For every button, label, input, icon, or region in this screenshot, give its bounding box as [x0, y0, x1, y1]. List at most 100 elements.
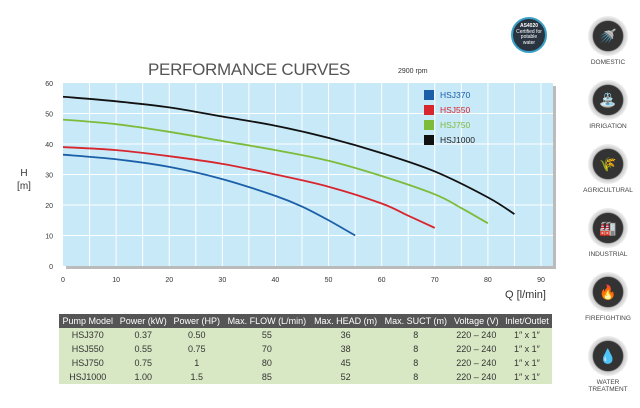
table-cell: HSJ550	[59, 342, 117, 356]
series-line-hsj550	[62, 146, 436, 229]
table-cell: 220 – 240	[450, 342, 502, 356]
series-line-hsj1000	[62, 95, 515, 215]
column-header: Inlet/Outlet	[501, 314, 552, 328]
application-label: IRRIGATION	[589, 123, 627, 130]
x-tick-label: 70	[431, 277, 439, 284]
application-agricultural: 🌾 AGRICULTURAL	[578, 144, 638, 194]
x-tick-label: 40	[272, 277, 280, 284]
table-cell: 85	[223, 370, 311, 384]
certification-badge: AS4020 Certified for potable water	[511, 17, 547, 53]
application-label: DOMESTIC	[590, 59, 626, 66]
legend-label: HSJ750	[440, 120, 471, 130]
application-domestic: 🚿 DOMESTIC	[578, 16, 638, 66]
table-cell: 80	[223, 356, 311, 370]
table-cell: 1″ x 1″	[501, 342, 552, 356]
application-label: WATER TREATMENT	[588, 379, 628, 393]
column-header: Max. SUCT (m)	[380, 314, 451, 328]
sprinkler-icon: ⛲	[588, 80, 628, 120]
legend-swatch	[424, 90, 434, 100]
x-tick-label: 80	[484, 277, 492, 284]
table-cell: 52	[310, 370, 381, 384]
x-tick-label: 50	[325, 277, 333, 284]
table-cell: 0.75	[170, 342, 224, 356]
application-irrigation: ⛲ IRRIGATION	[578, 80, 638, 130]
x-tick-label: 0	[61, 277, 65, 284]
column-header: Power (kW)	[116, 314, 171, 328]
table-row: HSJ1000 1.00 1.5 85 52 8 220 – 240 1″ x 1″	[59, 370, 552, 384]
x-tick-label: 10	[112, 277, 120, 284]
legend-swatch	[424, 120, 434, 130]
column-header: Max. HEAD (m)	[310, 314, 381, 328]
column-header: Voltage (V)	[450, 314, 502, 328]
table-cell: HSJ370	[59, 328, 117, 342]
y-tick-label: 10	[45, 234, 53, 241]
legend-swatch	[424, 135, 434, 145]
application-water-treatment: 💧 WATER TREATMENT	[578, 336, 638, 393]
table-row: HSJ550 0.55 0.75 70 38 8 220 – 240 1″ x 1″	[59, 342, 552, 356]
table-cell: 0.55	[116, 342, 171, 356]
table-cell: 45	[310, 356, 381, 370]
chart-subtitle: 2900 rpm	[398, 68, 428, 75]
y-tick-label: 40	[45, 142, 53, 149]
application-label: INDUSTRIAL	[588, 251, 628, 258]
y-axis-label: H	[20, 168, 27, 179]
y-axis-label-unit: [m]	[17, 181, 31, 192]
performance-chart: 0 10 20 30 40 50 60 70 80 90 0 10 20 30 40 50 60 Q [l/min…	[17, 81, 556, 301]
table-cell: 220 – 240	[450, 328, 502, 342]
y-tick-label: 30	[45, 173, 53, 180]
spec-table: Pump Model Power (kW) Power (HP) Max. FLOW …	[59, 314, 552, 384]
table-cell: 220 – 240	[450, 370, 502, 384]
application-industrial: 🏭 INDUSTRIAL	[578, 208, 638, 258]
legend-label: HSJ1000	[440, 135, 475, 145]
table-cell: 8	[380, 356, 451, 370]
table-cell: HSJ750	[59, 356, 117, 370]
wheat-icon: 🌾	[588, 144, 628, 184]
badge-line: water	[522, 39, 536, 46]
chart-title: PERFORMANCE CURVES	[148, 60, 351, 79]
table-cell: 0.75	[116, 356, 171, 370]
table-row: HSJ750 0.75 1 80 45 8 220 – 240 1″ x 1″	[59, 356, 552, 370]
column-header: Max. FLOW (L/min)	[223, 314, 311, 328]
factory-icon: 🏭	[588, 208, 628, 248]
badge-line: AS4020	[519, 23, 539, 29]
y-tick-label: 0	[49, 264, 53, 271]
table-cell: 1″ x 1″	[501, 370, 552, 384]
table-row: HSJ370 0.37 0.50 55 36 8 220 – 240 1″ x 1″	[59, 328, 552, 342]
table-cell: 0.50	[170, 328, 224, 342]
table-cell: 0.37	[116, 328, 171, 342]
legend-swatch	[424, 105, 434, 115]
application-label: FIREFIGHTING	[585, 315, 631, 322]
table-cell: 8	[380, 370, 451, 384]
table-cell: 1″ x 1″	[501, 356, 552, 370]
x-tick-label: 20	[165, 277, 173, 284]
table-cell: 70	[223, 342, 311, 356]
badge-line: potable	[520, 34, 538, 40]
legend-label: HSJ370	[440, 90, 471, 100]
table-cell: 55	[223, 328, 311, 342]
x-axis-label: Q [l/min]	[505, 289, 546, 301]
water-drop-icon: 💧	[588, 336, 628, 376]
series-line-hsj750	[62, 118, 489, 225]
x-tick-label: 60	[378, 277, 386, 284]
column-header: Pump Model	[59, 314, 117, 328]
legend-label: HSJ550	[440, 105, 471, 115]
table-cell: 8	[380, 342, 451, 356]
table-cell: 1.00	[116, 370, 171, 384]
table-cell: 38	[310, 342, 381, 356]
table-cell: 1.5	[170, 370, 224, 384]
table-header: Pump Model Power (kW) Power (HP) Max. FLOW …	[59, 314, 552, 328]
series-line-hsj370	[62, 153, 356, 237]
table-cell: 1″ x 1″	[501, 328, 552, 342]
application-label: AGRICULTURAL	[583, 187, 633, 194]
y-tick-label: 50	[45, 112, 53, 119]
table-cell: 220 – 240	[450, 356, 502, 370]
y-tick-label: 60	[45, 81, 53, 88]
table-cell: 8	[380, 328, 451, 342]
application-firefighting: 🔥 FIREFIGHTING	[578, 272, 638, 322]
tap-icon: 🚿	[588, 16, 628, 56]
table-cell: 36	[310, 328, 381, 342]
x-tick-label: 30	[218, 277, 226, 284]
badge-line: Certified for	[516, 28, 542, 35]
table-cell: HSJ1000	[59, 370, 117, 384]
x-tick-label: 90	[537, 277, 545, 284]
